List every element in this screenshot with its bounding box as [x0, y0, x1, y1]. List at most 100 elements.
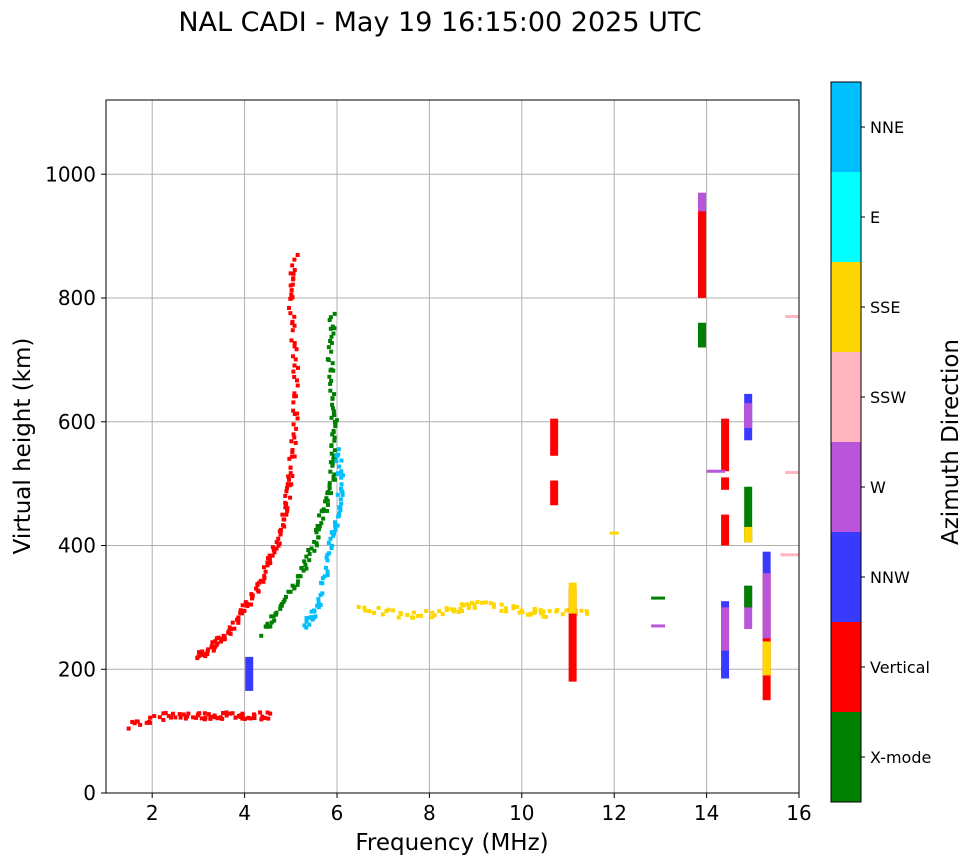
echo-point: [449, 607, 454, 612]
echo-bar: [762, 641, 771, 676]
echo-point: [266, 560, 271, 565]
echo-point: [259, 717, 264, 722]
echo-point: [307, 558, 312, 563]
echo-point: [271, 614, 276, 619]
echo-point: [290, 321, 295, 326]
echo-point: [328, 339, 333, 344]
echo-point: [302, 623, 307, 628]
echo-bar: [721, 418, 730, 472]
echo-point: [328, 315, 333, 320]
echo-point: [328, 388, 333, 393]
echo-point: [285, 508, 290, 513]
echo-point: [284, 501, 289, 506]
x-tick-label: 12: [601, 801, 626, 825]
x-tick-label: 10: [509, 801, 534, 825]
echo-point: [161, 711, 166, 716]
echo-point: [329, 415, 334, 420]
echo-point: [440, 612, 445, 617]
echo-point: [163, 711, 168, 716]
echo-point: [472, 602, 477, 607]
echo-point: [259, 633, 264, 638]
echo-point: [424, 608, 429, 613]
colorbar-swatch: [831, 352, 861, 442]
echo-point: [332, 326, 337, 331]
echo-point: [283, 493, 288, 498]
echo-point: [324, 496, 329, 501]
colorbar-swatch: [831, 442, 861, 532]
echo-point: [260, 714, 265, 719]
echo-point: [528, 611, 533, 616]
echo-point: [152, 714, 157, 719]
echo-point: [304, 554, 309, 559]
echo-point: [541, 609, 546, 614]
echo-point: [320, 591, 325, 596]
echo-point: [291, 422, 296, 427]
echo-point: [278, 527, 283, 532]
echo-point: [293, 440, 298, 445]
echo-point: [560, 612, 565, 617]
echo-point: [329, 334, 334, 339]
echo-point: [458, 606, 463, 611]
echo-point: [304, 566, 309, 571]
echo-point: [249, 602, 254, 607]
echo-point: [339, 469, 344, 474]
echo-point: [323, 565, 328, 570]
echo-point: [555, 607, 560, 612]
echo-point: [236, 615, 241, 620]
echo-point: [585, 611, 590, 616]
echo-point: [307, 622, 312, 627]
echo-point: [170, 711, 175, 716]
echo-point: [329, 451, 334, 456]
echo-point: [480, 600, 485, 605]
echo-point: [285, 486, 290, 491]
echo-point: [327, 486, 332, 491]
echo-point: [295, 582, 300, 587]
echo-point: [339, 488, 344, 493]
x-axis-label: Frequency (MHz): [355, 830, 548, 856]
echo-point: [499, 608, 504, 613]
echo-point: [284, 512, 289, 517]
echo-point: [226, 629, 231, 634]
echo-point: [202, 711, 207, 716]
echo-point: [469, 600, 474, 605]
echo-point: [460, 609, 465, 614]
echo-point: [215, 641, 220, 646]
echo-point: [291, 432, 296, 437]
echo-point: [212, 713, 217, 718]
echo-point: [326, 540, 331, 545]
echo-point: [376, 605, 381, 610]
echo-point: [475, 600, 480, 605]
echo-point: [333, 527, 338, 532]
echo-point: [306, 548, 311, 553]
echo-bar: [721, 607, 730, 651]
echo-point: [432, 613, 437, 618]
echo-bar: [744, 526, 753, 543]
echo-point: [332, 531, 337, 536]
colorbar-swatch: [831, 262, 861, 352]
echo-point: [333, 520, 338, 525]
echo-point: [331, 430, 336, 435]
echo-point: [217, 715, 222, 720]
echo-point: [326, 489, 331, 494]
echo-point: [262, 715, 267, 720]
echo-point: [335, 523, 340, 528]
echo-point: [491, 602, 496, 607]
echo-point: [330, 396, 335, 401]
echo-segment: [785, 315, 799, 319]
echo-point: [292, 268, 297, 273]
echo-point: [204, 651, 209, 656]
echo-point: [206, 712, 211, 717]
echo-point: [161, 717, 166, 722]
echo-segment: [785, 470, 799, 474]
colorbar-label-item: SSW: [870, 388, 906, 407]
y-axis-ticks: 0 200 400 600 800 1000: [45, 162, 106, 805]
echo-point: [269, 620, 274, 625]
echo-point: [411, 610, 416, 615]
echo-point: [290, 447, 295, 452]
echo-point: [288, 283, 293, 288]
echo-point: [316, 535, 321, 540]
echo-point: [292, 391, 297, 396]
echo-point: [467, 604, 472, 609]
echo-point: [331, 474, 336, 479]
echo-point: [274, 546, 279, 551]
